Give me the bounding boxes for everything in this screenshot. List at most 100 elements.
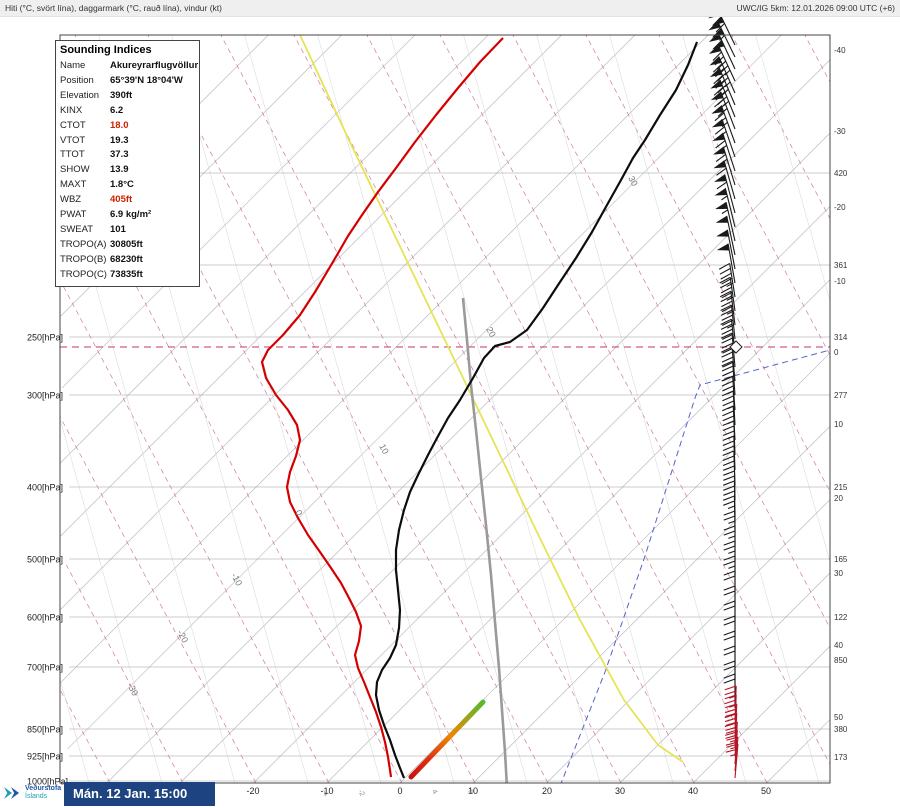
minor-tick-label: -2 bbox=[356, 789, 365, 798]
right-flight-level-label: 277 bbox=[834, 391, 848, 400]
barb-feather bbox=[721, 305, 733, 313]
index-value: 30805ft bbox=[110, 238, 143, 250]
barb-feather bbox=[713, 86, 724, 96]
barb-feather bbox=[723, 645, 736, 651]
barb-half-feather bbox=[730, 753, 738, 757]
barb-feather bbox=[713, 75, 723, 85]
minor-tick-label: 8 bbox=[466, 789, 474, 796]
barb-feather bbox=[716, 60, 727, 70]
barb-feather bbox=[723, 465, 735, 471]
model-run-text: UWC/IG 5km: 12.01.2026 09:00 UTC (+6) bbox=[736, 3, 896, 13]
index-value: 101 bbox=[110, 223, 126, 235]
barb-feather bbox=[723, 570, 736, 576]
barb-feather bbox=[722, 370, 734, 377]
barb-feather bbox=[723, 490, 735, 496]
barb-feather bbox=[721, 365, 734, 372]
barb-half-feather bbox=[729, 739, 737, 743]
indices-row-maxt: MAXT 1.8°C bbox=[56, 178, 199, 193]
barb-feather bbox=[724, 731, 737, 736]
barb-pennant bbox=[713, 160, 726, 169]
barb-half-feather bbox=[729, 704, 737, 708]
barb-half-feather bbox=[721, 209, 729, 215]
logo-arrows-icon bbox=[4, 787, 19, 799]
barb-feather bbox=[722, 425, 735, 432]
barb-feather bbox=[721, 375, 733, 382]
barb-pennant bbox=[716, 229, 729, 237]
barb-pennant bbox=[715, 215, 729, 223]
moist-adiabat-line bbox=[439, 35, 830, 766]
temperature-axis-label: 0 bbox=[397, 786, 402, 796]
indices-row-position: Position 65°39'N 18°04'W bbox=[56, 74, 199, 89]
right-flight-level-label: 165 bbox=[834, 555, 848, 564]
isotherm-line bbox=[619, 572, 830, 783]
barb-feather bbox=[717, 108, 728, 117]
top-info-bar: Hiti (°C, svört lína), daggarmark (°C, r… bbox=[0, 0, 900, 17]
barb-feather bbox=[718, 262, 730, 270]
barb-feather bbox=[714, 112, 725, 122]
barb-feather bbox=[722, 440, 735, 447]
barb-pennant bbox=[711, 105, 724, 114]
index-label: KINX bbox=[60, 104, 83, 116]
dry-adiabat-line bbox=[609, 35, 820, 783]
barb-feather bbox=[719, 267, 731, 275]
pressure-axis-label: 500[hPa] bbox=[27, 555, 63, 565]
wind-barb bbox=[730, 291, 736, 326]
barb-feather bbox=[723, 540, 736, 546]
wind-barb bbox=[732, 361, 736, 396]
barb-half-feather bbox=[724, 69, 731, 76]
barb-feather bbox=[724, 694, 737, 700]
right-temp-label: 10 bbox=[834, 420, 843, 429]
barb-feather bbox=[723, 620, 736, 626]
temperature-axis-label: 40 bbox=[688, 786, 698, 796]
barb-feather bbox=[720, 281, 732, 289]
barb-pennant bbox=[712, 132, 725, 141]
barb-pennant bbox=[715, 202, 728, 210]
barb-feather bbox=[720, 346, 733, 353]
dry-adiabat-line bbox=[463, 35, 674, 783]
isotherm-line bbox=[60, 35, 709, 684]
barb-feather bbox=[725, 712, 737, 718]
indices-row-pwat: PWAT 6.9 kg/m² bbox=[56, 208, 199, 223]
adiabat-value-label: 30 bbox=[626, 174, 640, 188]
barb-feather bbox=[722, 420, 735, 427]
barb-feather bbox=[720, 286, 732, 294]
dry-adiabat-line bbox=[244, 35, 455, 783]
barb-feather bbox=[723, 635, 736, 641]
barb-pennant bbox=[713, 174, 727, 182]
barb-half-feather bbox=[727, 505, 735, 510]
index-label: Name bbox=[60, 60, 86, 71]
barb-feather bbox=[712, 51, 722, 61]
barb-feather bbox=[723, 555, 736, 561]
wind-barb bbox=[717, 32, 736, 70]
right-flight-level-label: 173 bbox=[834, 753, 848, 762]
minor-tick-label: 4 bbox=[430, 789, 438, 796]
barb-half-feather bbox=[721, 121, 728, 128]
barb-feather bbox=[723, 600, 736, 606]
valid-time-badge: Mán. 12 Jan. 15:00 bbox=[64, 782, 215, 806]
chart-frame bbox=[59, 34, 831, 784]
barb-half-feather bbox=[728, 550, 736, 554]
barb-feather bbox=[722, 455, 735, 462]
moist-adiabat-line bbox=[293, 35, 695, 783]
shear-indicator bbox=[408, 699, 486, 780]
barb-feather bbox=[724, 690, 737, 696]
barb-feather bbox=[721, 360, 733, 367]
indices-row-kinx: KINX 6.2 bbox=[56, 104, 199, 119]
barb-feather bbox=[723, 650, 736, 656]
dry-adiabat-line bbox=[682, 35, 830, 563]
barb-feather bbox=[716, 181, 728, 190]
barb-feather bbox=[726, 736, 739, 741]
barb-feather bbox=[721, 328, 733, 335]
barb-feather bbox=[724, 713, 737, 719]
moist-adiabat-line bbox=[585, 35, 830, 493]
axis-labels: 250[hPa] 300[hPa] 400[hPa] 500[hPa] 600[hPa]… bbox=[24, 46, 848, 798]
indices-row-ctot: CTOT 18.0 bbox=[56, 119, 199, 134]
right-temp-label: 0 bbox=[834, 348, 839, 357]
isotherm-line bbox=[546, 499, 830, 783]
barb-feather bbox=[723, 500, 735, 506]
logo-text: Veðurstofa Íslands bbox=[25, 785, 61, 801]
barb-feather bbox=[721, 390, 734, 397]
isotherm-line bbox=[106, 59, 830, 783]
isotherm-line bbox=[60, 35, 489, 464]
index-label: PWAT bbox=[60, 209, 87, 221]
